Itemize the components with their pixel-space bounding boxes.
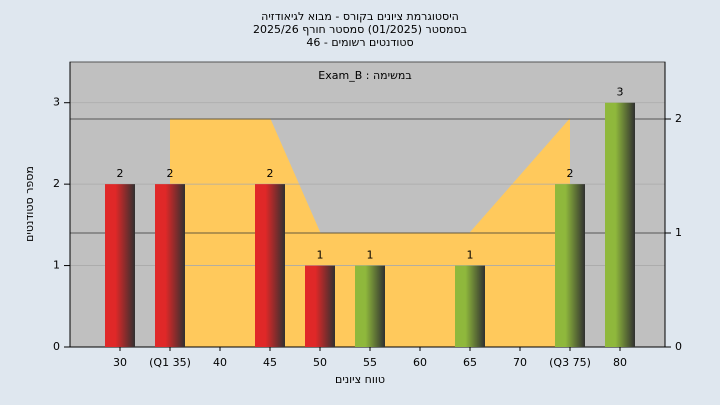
x-tick-label: 80 — [613, 356, 627, 369]
x-tick-label: 55 — [363, 356, 377, 369]
bar — [605, 102, 635, 347]
value-label: 3 — [617, 86, 624, 99]
annotation: במשימה : Exam_B — [318, 69, 411, 82]
bar — [305, 265, 335, 347]
bar — [155, 184, 185, 347]
y-tick-label: 0 — [53, 340, 60, 353]
value-label: 1 — [317, 249, 324, 262]
bar — [255, 184, 285, 347]
x-tick-label: 40 — [213, 356, 227, 369]
y2-tick-label: 2 — [675, 112, 682, 125]
bar — [105, 184, 135, 347]
value-label: 2 — [167, 167, 174, 180]
x-axis-label: טווח ציונים — [335, 373, 385, 386]
chart-title: 46 - סטודנטים רשומים — [306, 36, 413, 49]
bar — [455, 265, 485, 347]
annotation-box — [315, 66, 415, 84]
value-label: 1 — [367, 249, 374, 262]
bar — [555, 184, 585, 347]
x-tick-label: (Q3 75) — [549, 356, 591, 369]
value-label: 1 — [467, 249, 474, 262]
x-tick-label: (Q1 35) — [149, 356, 191, 369]
x-tick-label: 65 — [463, 356, 477, 369]
chart-title: בסמסטר (01/2025) סמסטר חורף 2025/26 — [253, 23, 467, 36]
y-tick-label: 2 — [53, 177, 60, 190]
y2-tick-label: 1 — [675, 226, 682, 239]
value-label: 2 — [567, 167, 574, 180]
y-tick-label: 3 — [53, 96, 60, 109]
x-tick-label: 45 — [263, 356, 277, 369]
y-tick-label: 1 — [53, 259, 60, 272]
y2-tick-label: 0 — [675, 340, 682, 353]
y-axis-label: מספר סטודנטים — [23, 166, 36, 242]
x-tick-label: 30 — [113, 356, 127, 369]
x-tick-label: 50 — [313, 356, 327, 369]
x-tick-label: 70 — [513, 356, 527, 369]
bar — [355, 265, 385, 347]
x-tick-label: 60 — [413, 356, 427, 369]
chart-title: היסטוגרמת ציונים בקורס - מבוא לגיאודזיה — [261, 10, 459, 23]
value-label: 2 — [267, 167, 274, 180]
value-label: 2 — [117, 167, 124, 180]
